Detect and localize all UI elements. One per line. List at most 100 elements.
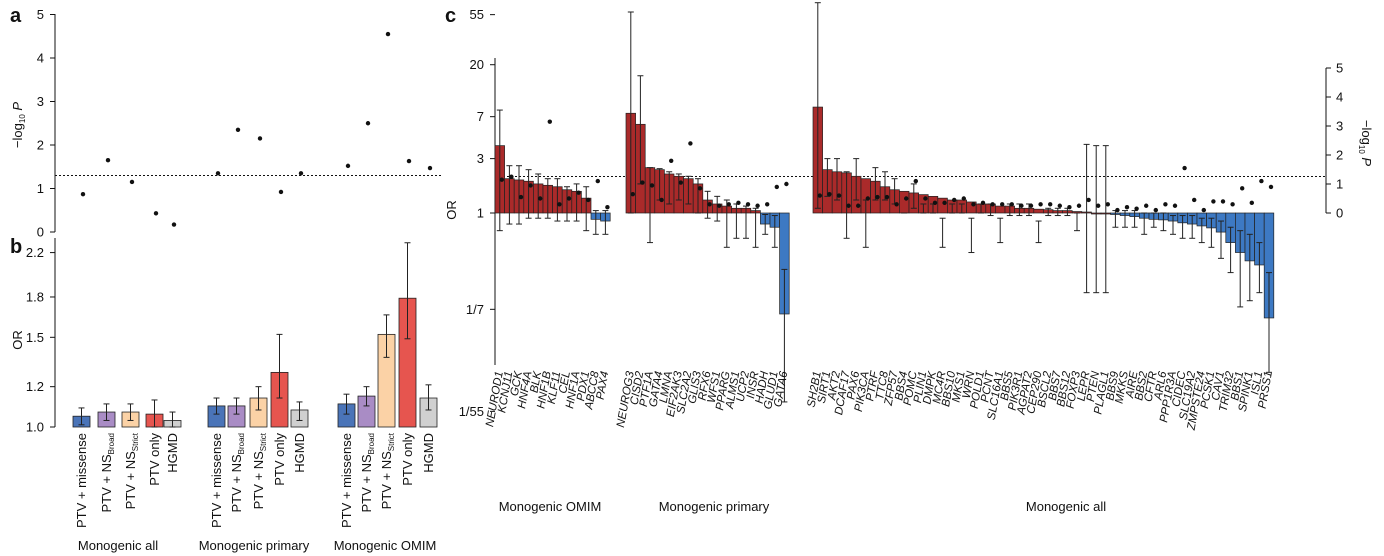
panel-c-p-point [1249,200,1255,206]
panel-b-group-label: Monogenic primary [199,538,310,553]
panel-c-p-point [942,200,947,206]
panel-c-p-point [630,191,635,197]
panel-c-p-point [736,200,741,206]
panel-c-p-point [894,202,899,207]
panel-b-bars [72,242,438,428]
panel-c-p-point [518,194,524,200]
panel-c-p-point [697,186,703,191]
panel-c-p-point [1057,203,1063,208]
panel-c-p-point [774,184,779,190]
panel-c-gene-label: PAX6 [845,370,862,401]
panel-b-category-label: PTV + NSStrict [379,432,396,509]
panel-label-b: b [10,236,22,258]
panel-c-p-point [765,202,770,207]
panel-a-point [385,31,391,37]
panel-c-gene-label: HADH [754,370,772,405]
panel-b-tick-label: 1.5 [26,330,44,345]
panel-c-p-point [557,202,562,207]
panel-c-or-label: OR [444,200,459,220]
panel-b-tick-label: 1.2 [26,379,44,394]
panel-c-gene-label: GLIS3 [686,370,704,405]
panel-a-point [298,171,304,176]
panel-c-p-point [605,205,610,210]
panel-c-p-point [1086,197,1091,203]
panel-c-p-point [1163,202,1168,207]
panel-c-p-point [1115,207,1120,213]
panel-b-category-label: HGMD [421,433,436,473]
panel-c-gene-label: BBS9 [1104,370,1121,402]
panel-b-category-label: PTV + NSBroad [229,433,246,513]
panel-c-p-tick-label: 4 [1336,90,1343,105]
panel-c-p-point [817,193,822,198]
panel-c-gene-label: BBS5 [999,370,1016,402]
panel-c-p-point [1076,203,1082,208]
panel-c-p-point [1153,207,1159,213]
panel-a-point [215,171,221,176]
panel-c-gene-label: GCK [509,369,525,397]
panel-c-gene-label: PDX1 [575,370,592,402]
panel-c-p-point [980,200,986,206]
panel-a-tick-label: 2 [37,138,44,153]
panel-c-p-ticks: 0 1 2 3 4 5 [1326,61,1343,221]
panel-c-gene-label: AIRE [1124,370,1141,400]
panel-c-p-point [595,178,600,184]
panel-c-p-point [990,202,995,207]
panel-c-p-point [499,177,504,182]
panel-b-bar-chart: 1.0 1.2 1.5 1.8 2.2 OR PTV + missense PTV + N… [10,238,438,553]
panel-c-p-point [528,183,533,188]
panel-c-p-tick-label: 2 [1336,148,1343,163]
panel-c-p-point [678,180,683,185]
panel-b-y-label: OR [10,330,25,350]
panel-c-gene-label: MC4R [931,370,948,404]
panel-c-group-label: Monogenic all [1026,499,1106,514]
panel-c-gene-label: ISL1 [1249,370,1265,395]
panel-c-p-point [1259,178,1264,184]
panel-b-category-label: PTV only [272,433,287,486]
panel-c-p-point [538,196,543,201]
panel-a-point [105,158,111,163]
panel-c-p-point [1019,203,1024,208]
panel-b-category-label: HGMD [292,433,307,473]
panel-c-gene-label: LEPR [1076,370,1093,402]
panel-label-a: a [10,5,22,27]
panel-c-p-point [1240,186,1245,191]
panel-c-group-label: Monogenic primary [659,499,770,514]
panel-c-gene-label: KLF11 [546,370,564,405]
panel-c-gene-label: CAV1 [1210,370,1227,401]
panel-c-p-point [566,196,572,201]
panel-c-p-point [1038,202,1043,207]
panel-c-p-point [640,180,645,185]
panel-c-p-point [669,158,674,163]
panel-c-p-point [659,197,664,203]
panel-c-gene-label: WRN [961,370,978,400]
panel-c-p-point [784,181,789,187]
panel-c-gene-label: PTRF [864,369,881,402]
panel-c-gene-label: LMNA [658,370,675,404]
panel-c-p-point [509,174,514,179]
panel-c-or-tick-label: 7 [477,109,484,124]
panel-c-gene-label: PAX4 [595,370,612,400]
panel-c-p-point [1009,202,1014,207]
panel-c-or-tick-label: 3 [477,151,484,166]
panel-c-p-point [717,203,722,208]
panel-c-p-point [827,191,832,197]
panel-a-tick-label: 5 [37,7,44,22]
panel-a-point [80,191,86,197]
panel-c-p-point [1028,203,1034,208]
panel-c-p-point [923,196,928,201]
panel-c-p-point [836,193,842,198]
panel-c-gene-label: BBS4 [893,370,910,401]
panel-a-tick-label: 0 [37,225,44,240]
panel-c-gene-label: ARL6 [1152,370,1169,402]
panel-b-group-label: Monogenic OMIM [334,538,437,553]
panel-c-p-point [755,203,760,208]
panel-c-bars [494,2,1275,403]
panel-a-point [235,127,241,132]
panel-c-p-point [649,183,655,188]
panel-c-p-label: −log10 P [1357,120,1374,166]
panel-c-p-point [1182,165,1187,171]
panel-a-point [406,158,412,164]
panel-c-gene-label: INSR [745,370,762,399]
